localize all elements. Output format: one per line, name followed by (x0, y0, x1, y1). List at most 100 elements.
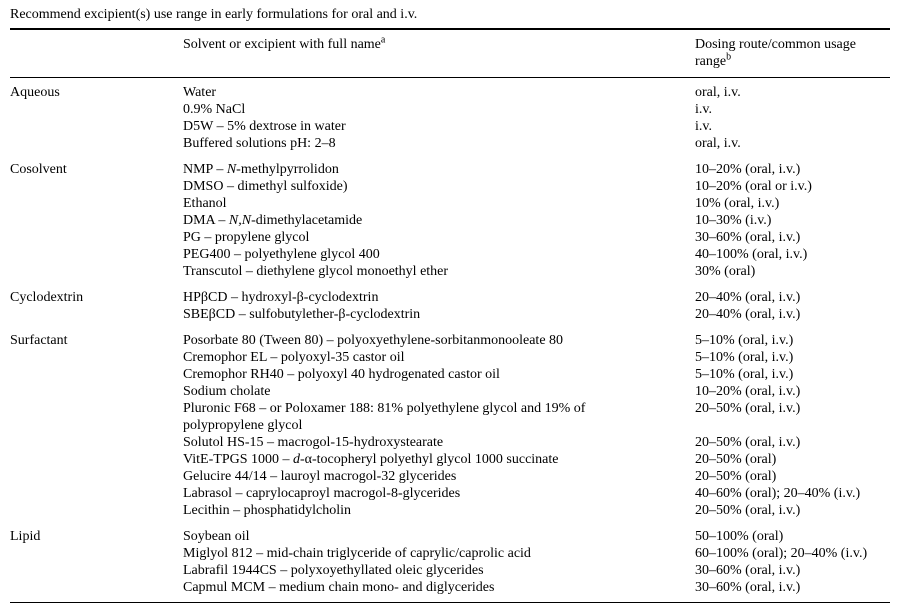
dosing-cell: 30% (oral) (695, 264, 756, 279)
solvent-cell: Miglyol 812 – mid-chain triglyceride of … (183, 546, 531, 561)
table-row: Cremophor EL – polyoxyl-35 castor oil 5–1… (10, 349, 890, 366)
table-row: Cosolvent NMP – N-methylpyrrolidon 10–20% … (10, 161, 890, 178)
table-row: Labrafil 1944CS – polyxoyethyllated olei… (10, 562, 890, 579)
table-row: PEG400 – polyethylene glycol 400 40–100% … (10, 246, 890, 263)
dosing-cell: 10% (oral, i.v.) (695, 196, 780, 211)
solvent-cell: Labrafil 1944CS – polyxoyethyllated olei… (183, 563, 484, 578)
solvent-cell: VitE-TPGS 1000 – d-α-tocopheryl polyethy… (183, 451, 695, 468)
header-solvent-footnote-marker: a (380, 34, 386, 46)
table-group-lipid: Lipid Soybean oil 50–100% (oral) Miglyol 81… (10, 528, 890, 596)
dosing-cell: 20–40% (oral, i.v.) (695, 307, 801, 322)
table-row: Transcutol – diethylene glycol monoethyl… (10, 263, 890, 280)
solvent-cell: DMSO – dimethyl sulfoxide) (183, 179, 348, 194)
table-row: Surfactant Posorbate 80 (Tween 80) – poly… (10, 332, 890, 349)
table-row: Ethanol 10% (oral, i.v.) (10, 195, 890, 212)
dosing-cell: 20–40% (oral, i.v.) (695, 290, 801, 305)
table-row: Sodium cholate 10–20% (oral, i.v.) (10, 383, 890, 400)
footnote-text: Most of the cosolvents, surfactants or c… (17, 608, 870, 610)
table-row: Cyclodextrin HPβCD – hydroxyl-β-cyclodext… (10, 289, 890, 306)
category-cell: Cosolvent (10, 162, 67, 177)
table-row: DMSO – dimethyl sulfoxide) 10–20% (oral o… (10, 178, 890, 195)
header-dosing-label: Dosing route/common usage range (695, 37, 856, 69)
italic-text: N (226, 162, 237, 177)
header-solvent: Solvent or excipient with full namea (183, 34, 695, 53)
solvent-cell: Labrasol – caprylocaproyl macrogol-8-gly… (183, 486, 461, 501)
footnote-a: aMost of the cosolvents, surfactants or … (10, 607, 890, 610)
table-row: Cremophor RH40 – polyoxyl 40 hydrogenate… (10, 366, 890, 383)
italic-text: d (293, 452, 300, 467)
dosing-cell: 20–50% (oral, i.v.) (695, 401, 801, 416)
dosing-cell: oral, i.v. (695, 85, 741, 100)
solvent-cell: DMA – N,N-dimethylacetamide (183, 212, 695, 229)
text: DMA – (183, 213, 229, 228)
dosing-cell: 10–30% (i.v.) (695, 213, 772, 228)
solvent-cell: Transcutol – diethylene glycol monoethyl… (183, 264, 449, 279)
solvent-cell: HPβCD – hydroxyl-β-cyclodextrin (183, 290, 379, 305)
text: -methylpyrrolidon (236, 162, 339, 177)
solvent-cell: SBEβCD – sulfobutylether-β-cyclodextrin (183, 307, 421, 322)
solvent-cell: Capmul MCM – medium chain mono- and digl… (183, 580, 495, 595)
category-cell: Cyclodextrin (10, 290, 84, 305)
top-rule (10, 28, 890, 30)
header-solvent-label: Solvent or excipient with full name (183, 37, 381, 52)
table-group-surfactant: Surfactant Posorbate 80 (Tween 80) – poly… (10, 332, 890, 519)
table-row: Lipid Soybean oil 50–100% (oral) (10, 528, 890, 545)
solvent-cell: Sodium cholate (183, 384, 271, 399)
table-row: Buffered solutions pH: 2–8 oral, i.v. (10, 135, 890, 152)
table-row: Gelucire 44/14 – lauroyl macrogol-32 gly… (10, 468, 890, 485)
category-cell: Surfactant (10, 333, 68, 348)
solvent-cell: Cremophor EL – polyoxyl-35 castor oil (183, 350, 405, 365)
dosing-cell: 30–60% (oral, i.v.) (695, 580, 801, 595)
solvent-cell: Water (183, 85, 217, 100)
table-group-cosolvent: Cosolvent NMP – N-methylpyrrolidon 10–20% … (10, 161, 890, 280)
table-row: SBEβCD – sulfobutylether-β-cyclodextrin 2… (10, 306, 890, 323)
dosing-cell: 30–60% (oral, i.v.) (695, 230, 801, 245)
text: NMP – (183, 162, 227, 177)
table-group-aqueous: Aqueous Water oral, i.v. 0.9% NaCl i.v. D5W –… (10, 84, 890, 152)
solvent-cell: PEG400 – polyethylene glycol 400 (183, 247, 380, 262)
dosing-cell: 20–50% (oral) (695, 452, 777, 467)
table-row: Labrasol – caprylocaproyl macrogol-8-gly… (10, 485, 890, 502)
table-row: Miglyol 812 – mid-chain triglyceride of … (10, 545, 890, 562)
dosing-cell: 5–10% (oral, i.v.) (695, 367, 794, 382)
solvent-cell: Cremophor RH40 – polyoxyl 40 hydrogenate… (183, 367, 500, 382)
solvent-cell: D5W – 5% dextrose in water (183, 119, 346, 134)
dosing-cell: 40–100% (oral, i.v.) (695, 247, 808, 262)
dosing-cell: 30–60% (oral, i.v.) (695, 563, 801, 578)
table-row: 0.9% NaCl i.v. (10, 101, 890, 118)
dosing-cell: 10–20% (oral or i.v.) (695, 179, 812, 194)
text: -α-tocopheryl polyethyl glycol 1000 succ… (300, 452, 559, 467)
table-body: Aqueous Water oral, i.v. 0.9% NaCl i.v. D5W –… (10, 78, 890, 596)
table-row: VitE-TPGS 1000 – d-α-tocopheryl polyethy… (10, 451, 890, 468)
footnote-marker: a (10, 608, 14, 610)
table-caption: Recommend excipient(s) use range in earl… (10, 7, 418, 22)
dosing-cell: 50–100% (oral) (695, 529, 784, 544)
solvent-cell: Posorbate 80 (Tween 80) – polyoxyethylen… (183, 333, 564, 348)
table-group-cyclodextrin: Cyclodextrin HPβCD – hydroxyl-β-cyclodext… (10, 289, 890, 323)
category-cell: Aqueous (10, 85, 60, 100)
header-rule (10, 77, 890, 78)
solvent-cell: Gelucire 44/14 – lauroyl macrogol-32 gly… (183, 469, 457, 484)
dosing-cell: 5–10% (oral, i.v.) (695, 350, 794, 365)
dosing-cell: i.v. (695, 119, 712, 134)
table-row: Solutol HS-15 – macrogol-15-hydroxystear… (10, 434, 890, 451)
dosing-cell: 40–60% (oral); 20–40% (i.v.) (695, 486, 861, 501)
category-cell: Lipid (10, 529, 41, 544)
solvent-cell: Lecithin – phosphatidylcholin (183, 503, 351, 518)
solvent-cell: NMP – N-methylpyrrolidon (183, 161, 695, 178)
table-footnotes: aMost of the cosolvents, surfactants or … (10, 607, 890, 610)
solvent-cell: Pluronic F68 – or Poloxamer 188: 81% pol… (183, 401, 586, 433)
dosing-cell: 10–20% (oral, i.v.) (695, 162, 801, 177)
header-dosing-footnote-marker: b (726, 51, 732, 63)
dosing-cell: 20–50% (oral, i.v.) (695, 435, 801, 450)
table-row: PG – propylene glycol 30–60% (oral, i.v.) (10, 229, 890, 246)
dosing-cell: oral, i.v. (695, 136, 741, 151)
table-row: Lecithin – phosphatidylcholin 20–50% (ora… (10, 502, 890, 519)
text: -dimethylacetamide (251, 213, 363, 228)
table-row: Aqueous Water oral, i.v. (10, 84, 890, 101)
dosing-cell: 10–20% (oral, i.v.) (695, 384, 801, 399)
table-row: D5W – 5% dextrose in water i.v. (10, 118, 890, 135)
header-dosing: Dosing route/common usage rangeb (695, 36, 890, 70)
solvent-cell: Solutol HS-15 – macrogol-15-hydroxystear… (183, 435, 444, 450)
solvent-cell: Buffered solutions pH: 2–8 (183, 136, 336, 151)
